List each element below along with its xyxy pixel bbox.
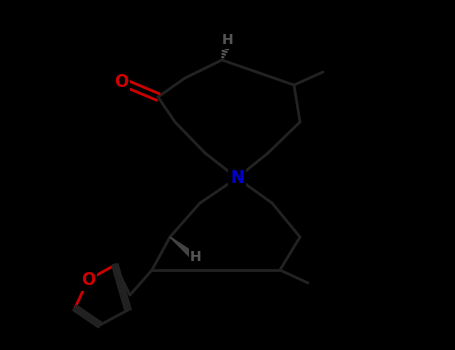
Text: H: H (222, 33, 234, 47)
Text: O: O (114, 73, 128, 91)
Polygon shape (170, 237, 194, 257)
Text: H: H (190, 250, 202, 264)
Text: O: O (81, 271, 95, 289)
Text: N: N (230, 169, 244, 187)
